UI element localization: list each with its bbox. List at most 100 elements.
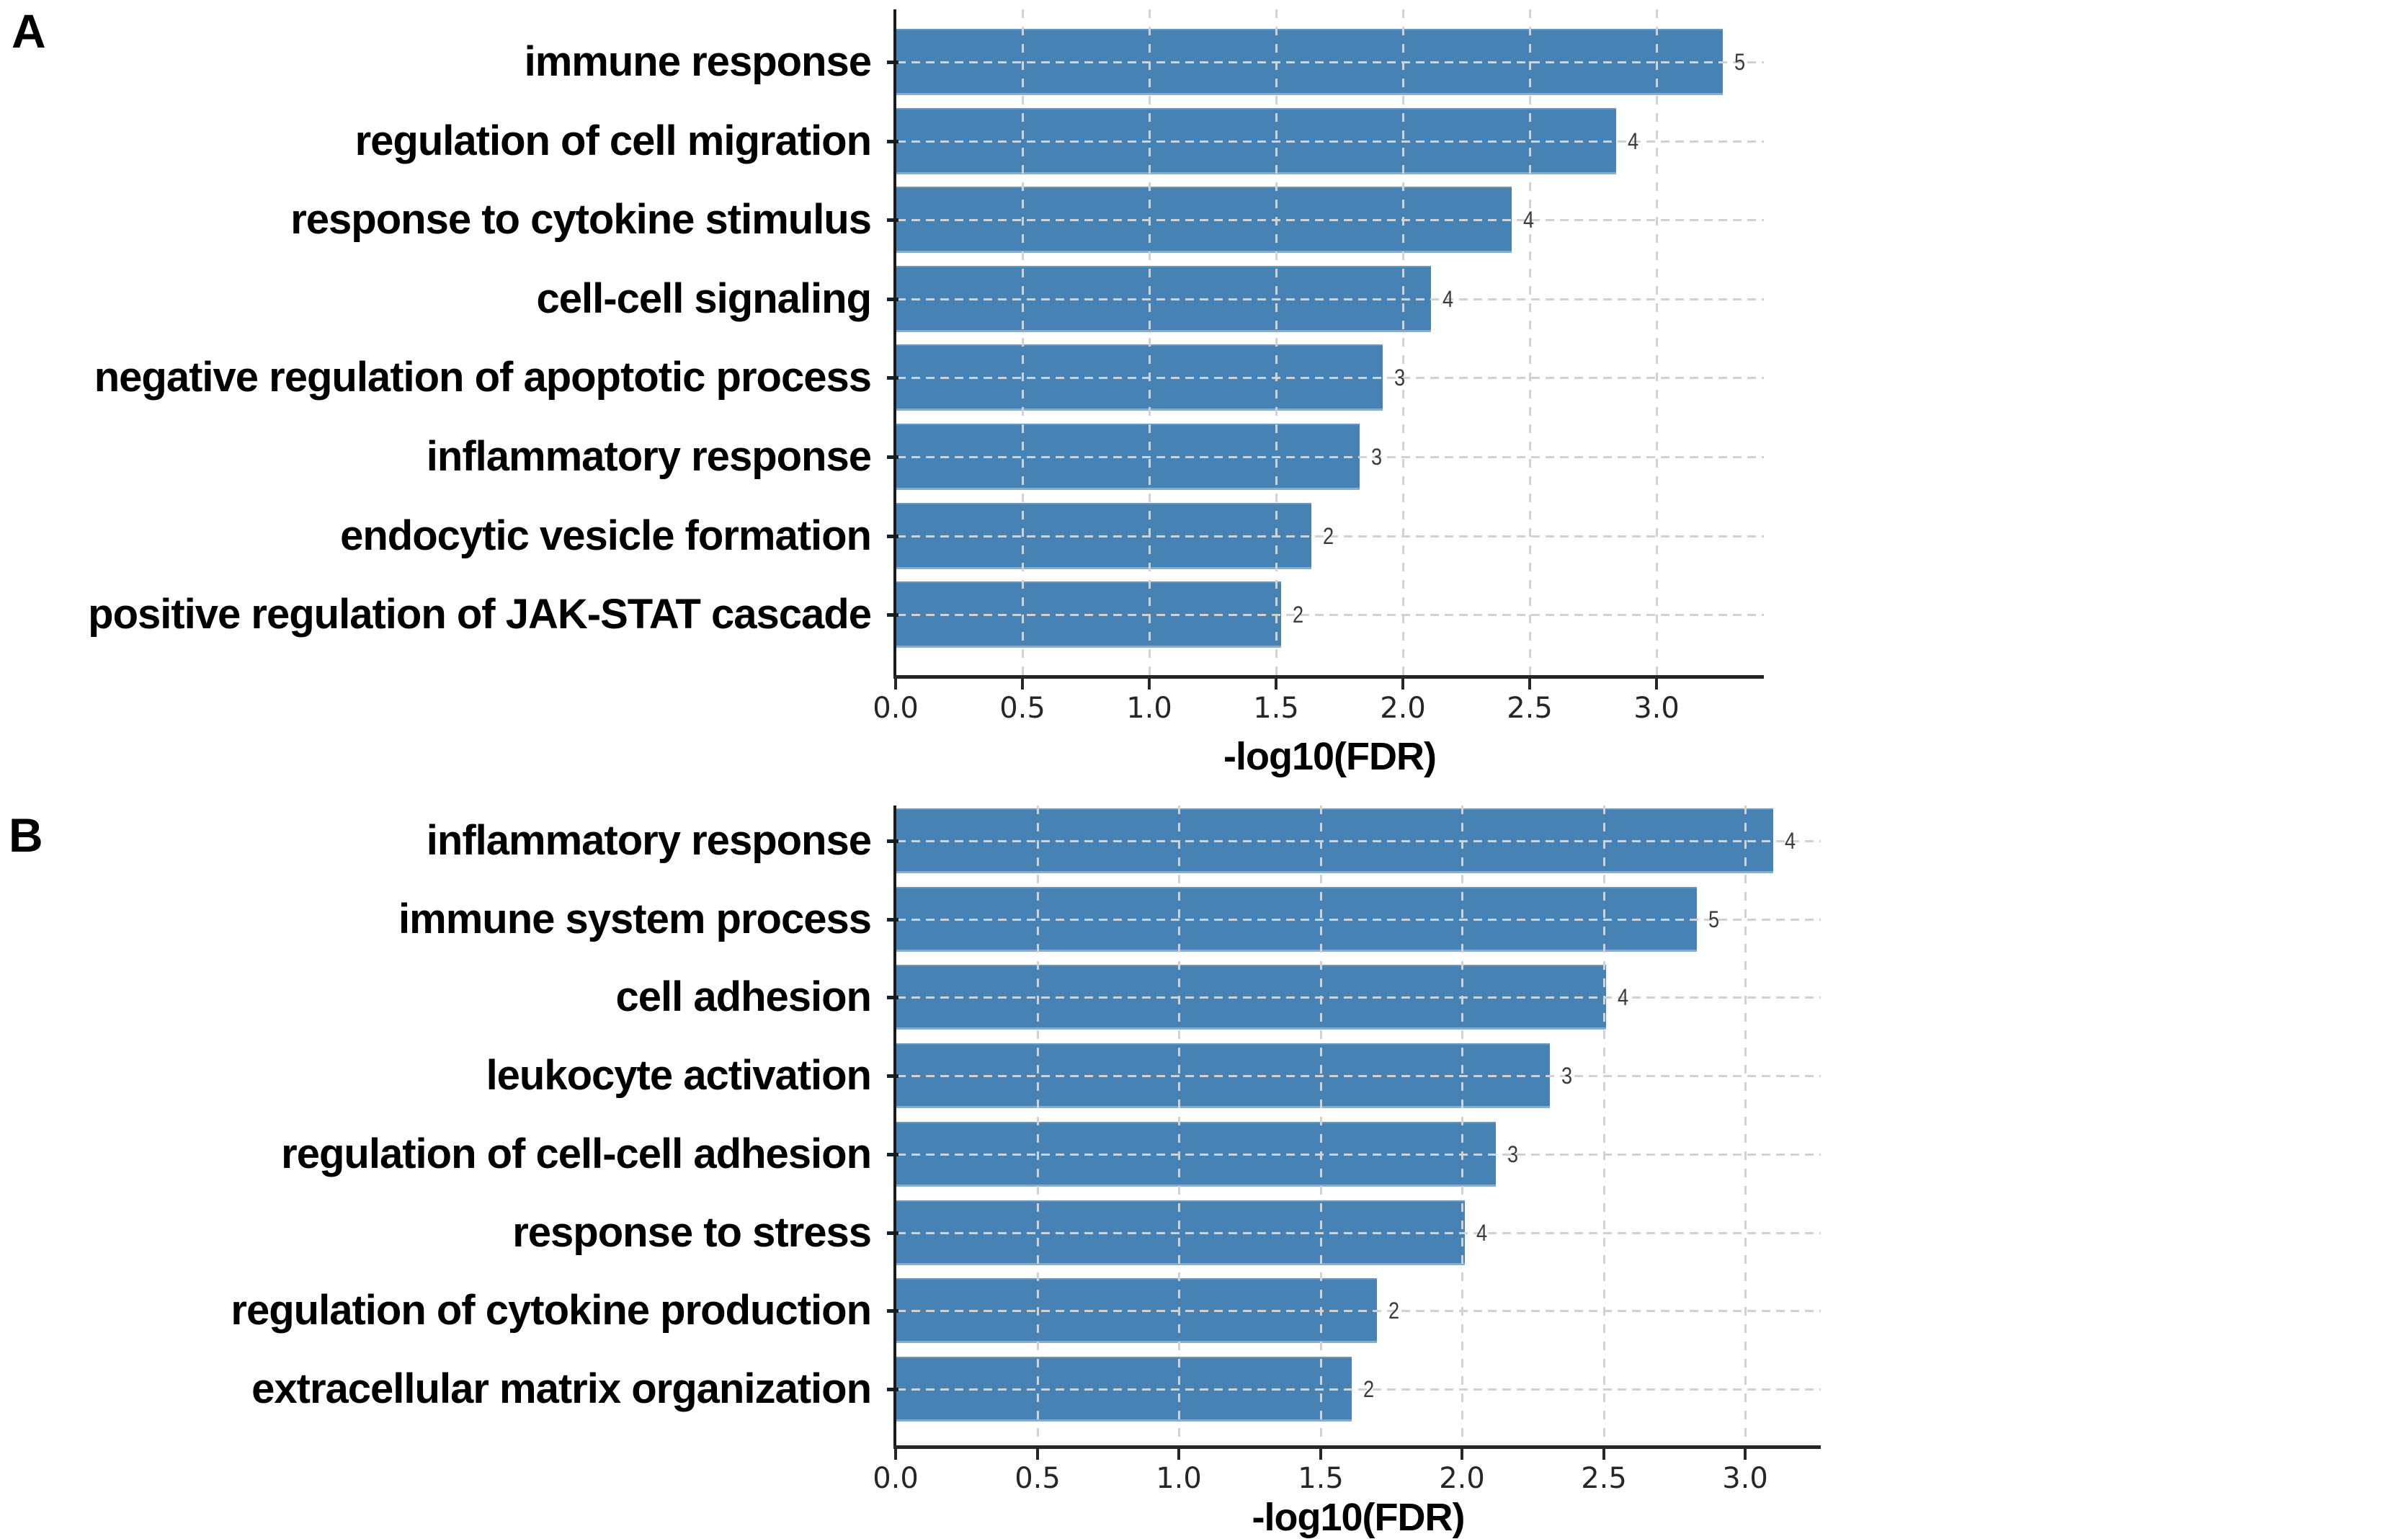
x-tick [1177, 1449, 1180, 1460]
x-tick-label: 0.5 [999, 692, 1045, 725]
x-tick-label: 0.0 [873, 1462, 919, 1495]
gene-count-label: 4 [1618, 984, 1629, 1011]
gene-count-label: 4 [1523, 207, 1535, 233]
y-tick [887, 1152, 898, 1156]
y-tick [887, 613, 898, 617]
center-gridline [897, 614, 1764, 617]
gene-count-label: 3 [1561, 1063, 1573, 1089]
x-tick [1148, 679, 1151, 690]
category-label: cell adhesion [615, 973, 872, 1021]
gridline-x-0.5 [1037, 806, 1039, 1446]
y-tick [887, 376, 898, 380]
gene-count-label: 5 [1734, 49, 1746, 75]
y-tick [887, 839, 898, 843]
gene-count-label: 4 [1785, 828, 1796, 854]
center-gridline [897, 918, 1821, 921]
gridline-x-2 [1461, 806, 1463, 1446]
x-tick [1319, 1449, 1322, 1460]
gridline-x-1 [1149, 9, 1151, 676]
gridline-x-1.5 [1275, 9, 1277, 676]
x-tick-label: 1.0 [1156, 1462, 1202, 1495]
category-label: immune system process [398, 895, 872, 942]
y-tick [887, 61, 898, 64]
x-tick-label: 0.0 [873, 692, 919, 725]
x-tick-label: 1.5 [1253, 692, 1299, 725]
category-label: regulation of cell migration [354, 117, 872, 164]
category-label: regulation of cell-cell adhesion [281, 1130, 872, 1177]
category-label: immune response [524, 38, 872, 85]
center-gridline [897, 840, 1821, 842]
panel-b-letter: B [9, 808, 43, 862]
x-axis-line [893, 1445, 1821, 1449]
panel-a-letter: A [12, 4, 46, 58]
gene-count-label: 2 [1388, 1298, 1400, 1324]
center-gridline [897, 1231, 1821, 1234]
y-axis-line [893, 806, 896, 1449]
gridline-x-2.5 [1529, 9, 1531, 676]
x-tick [1528, 679, 1531, 690]
x-tick [1021, 679, 1024, 690]
category-label: extracellular matrix organization [251, 1365, 872, 1412]
x-tick-label: 0.5 [1015, 1462, 1061, 1495]
gene-count-label: 4 [1476, 1219, 1488, 1246]
category-label: negative regulation of apoptotic process [94, 354, 872, 401]
x-tick-label: 1.5 [1298, 1462, 1344, 1495]
center-gridline [897, 219, 1764, 222]
gridline-x-0.5 [1022, 9, 1024, 676]
gene-count-label: 4 [1628, 128, 1639, 154]
panel-b-xaxis-title: -log10(FDR) [1252, 1496, 1466, 1539]
x-tick [1744, 1449, 1747, 1460]
y-tick [887, 297, 898, 301]
y-tick [887, 1387, 898, 1391]
y-tick [887, 1309, 898, 1313]
gene-count-label: 5 [1708, 906, 1720, 932]
x-axis-line [893, 675, 1764, 679]
center-gridline [897, 140, 1764, 143]
y-tick [887, 996, 898, 1000]
y-tick [887, 455, 898, 459]
center-gridline [897, 535, 1764, 537]
category-label: response to cytokine stimulus [290, 196, 872, 244]
y-tick [887, 917, 898, 922]
category-label: endocytic vesicle formation [340, 512, 872, 559]
gridline-x-3 [1656, 9, 1658, 676]
center-gridline [897, 1075, 1821, 1078]
x-tick-label: 2.0 [1439, 1462, 1485, 1495]
gridline-x-2 [1402, 9, 1404, 676]
y-tick [887, 139, 898, 143]
category-label: leukocyte activation [486, 1052, 872, 1099]
gene-count-label: 3 [1371, 444, 1383, 470]
center-gridline [897, 1388, 1821, 1391]
gene-count-label: 4 [1442, 285, 1454, 312]
category-label: inflammatory response [426, 433, 872, 480]
x-tick [1401, 679, 1404, 690]
x-tick [1602, 1449, 1605, 1460]
panel-a-xaxis-title: -log10(FDR) [1223, 735, 1437, 778]
center-gridline [897, 1153, 1821, 1156]
x-tick [1275, 679, 1277, 690]
category-label: inflammatory response [426, 817, 872, 864]
gridline-x-3 [1744, 806, 1747, 1446]
gene-count-label: 3 [1394, 365, 1406, 391]
gene-count-label: 2 [1363, 1375, 1375, 1402]
center-gridline [897, 456, 1764, 458]
x-tick [894, 1449, 897, 1460]
center-gridline [897, 996, 1821, 999]
center-gridline [897, 61, 1764, 63]
x-tick [1036, 1449, 1039, 1460]
x-tick-label: 3.0 [1633, 692, 1680, 725]
category-label: positive regulation of JAK-STAT cascade [88, 591, 872, 638]
y-tick [887, 1074, 898, 1079]
center-gridline [897, 1310, 1821, 1313]
x-tick [1655, 679, 1658, 690]
gridline-x-1.5 [1320, 806, 1322, 1446]
category-label: response to stress [512, 1208, 872, 1256]
x-tick-label: 1.0 [1126, 692, 1172, 725]
x-tick-label: 2.5 [1581, 1462, 1627, 1495]
gene-count-label: 2 [1293, 602, 1304, 628]
gridline-x-1 [1178, 806, 1180, 1446]
y-tick [887, 534, 898, 538]
center-gridline [897, 298, 1764, 300]
center-gridline [897, 377, 1764, 380]
